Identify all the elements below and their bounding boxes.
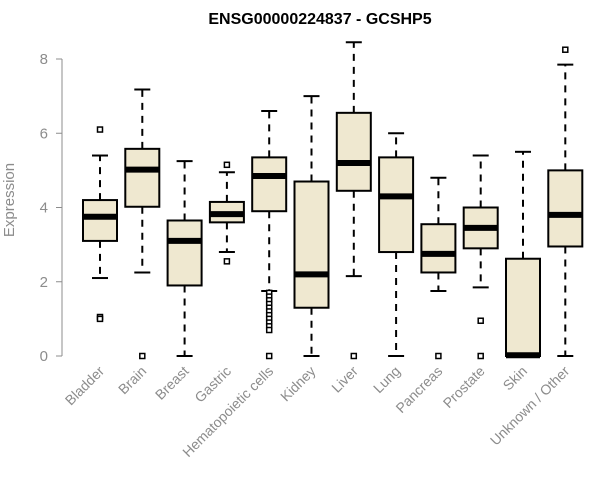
box-2	[166, 160, 203, 357]
box-iqr	[251, 156, 288, 213]
box-6	[335, 41, 372, 360]
box-4	[251, 109, 288, 360]
x-category-label: Skin	[500, 363, 531, 394]
x-category-label: Breast	[152, 363, 192, 403]
box-9	[462, 154, 499, 360]
box-iqr	[547, 169, 584, 248]
y-tick-label: 4	[40, 200, 48, 217]
outlier-point	[435, 352, 442, 360]
y-axis: 0 2 4 6 8	[40, 51, 63, 365]
x-category-label: Pancreas	[392, 363, 445, 416]
x-category-label: Lung	[370, 363, 403, 396]
x-category-label: Kidney	[277, 363, 319, 405]
box-3	[208, 161, 245, 265]
outlier-point	[96, 315, 104, 323]
box-iqr	[335, 111, 372, 192]
outlier-point	[96, 126, 104, 133]
y-axis-label: Expression	[1, 163, 18, 237]
outlier-point	[265, 326, 273, 334]
outlier-point	[139, 352, 146, 360]
box-series	[82, 41, 584, 360]
x-category-label: Prostate	[440, 363, 488, 411]
box-iqr	[505, 257, 541, 358]
box-11	[547, 46, 584, 357]
box-iqr	[293, 180, 330, 309]
x-category-label: Brain	[115, 363, 149, 397]
outlier-point	[350, 352, 358, 360]
box-iqr	[166, 219, 203, 287]
y-tick-label: 0	[40, 348, 48, 365]
outlier-point	[223, 258, 231, 265]
box-iqr	[82, 199, 118, 242]
x-category-label: Liver	[328, 363, 361, 396]
box-1	[124, 88, 161, 360]
box-7	[378, 132, 415, 357]
box-8	[420, 176, 457, 360]
x-category-label: Unknown / Other	[487, 363, 573, 449]
x-category-label: Bladder	[62, 363, 108, 409]
box-iqr	[420, 223, 457, 274]
box-iqr	[378, 156, 415, 254]
y-tick-label: 8	[40, 51, 48, 68]
y-tick-label: 2	[40, 274, 48, 291]
box-10	[505, 150, 541, 359]
box-iqr	[124, 147, 161, 208]
outlier-point	[562, 46, 569, 53]
box-0	[82, 126, 118, 323]
y-tick-label: 6	[40, 125, 48, 142]
outlier-point	[265, 352, 273, 360]
outlier-point	[477, 352, 484, 360]
chart-title: ENSG00000224837 - GCSHP5	[208, 11, 431, 28]
outlier-point	[477, 317, 484, 324]
outlier-point	[223, 161, 231, 169]
box-5	[293, 95, 330, 357]
